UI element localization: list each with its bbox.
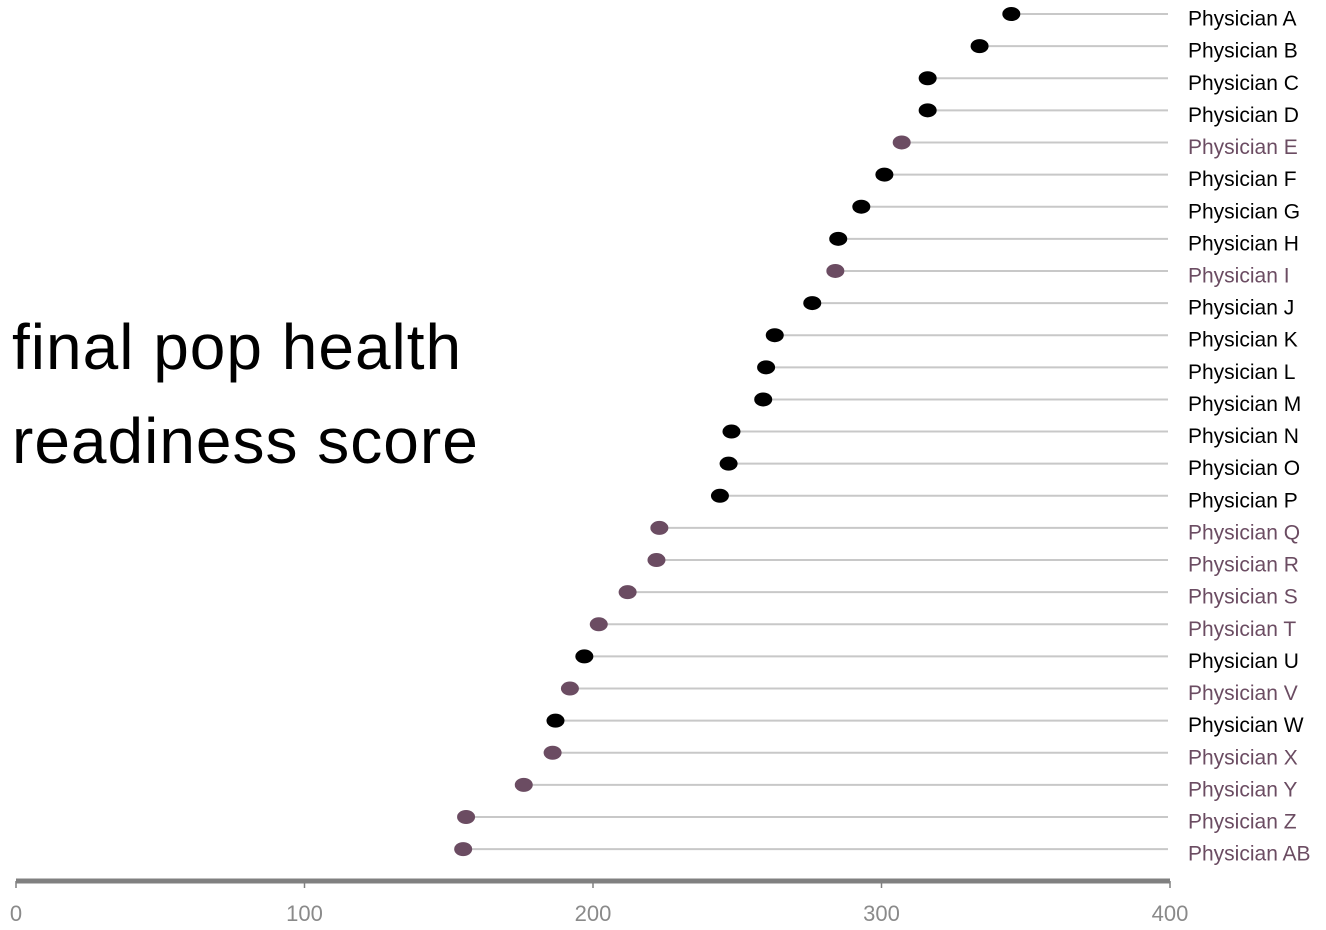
dot — [892, 135, 911, 150]
dot — [560, 681, 579, 696]
category-label: Physician J — [1188, 297, 1294, 320]
dot — [618, 585, 637, 600]
x-tick-label: 300 — [863, 901, 900, 926]
category-label: Physician B — [1188, 40, 1298, 63]
category-label: Physician U — [1188, 650, 1299, 673]
dot — [757, 360, 776, 375]
category-label: Physician T — [1188, 618, 1296, 641]
category-label: Physician P — [1188, 489, 1298, 512]
category-label: Physician O — [1188, 457, 1300, 480]
x-tick-label: 0 — [10, 901, 22, 926]
category-label: Physician C — [1188, 72, 1299, 95]
category-label: Physician F — [1188, 168, 1297, 191]
dot — [918, 103, 937, 118]
category-label: Physician H — [1188, 232, 1299, 255]
category-label: Physician X — [1188, 746, 1298, 769]
dot — [803, 296, 822, 311]
dot — [1002, 7, 1021, 21]
category-label: Physician AB — [1188, 843, 1311, 866]
dot — [826, 263, 845, 278]
category-label: Physician S — [1188, 586, 1298, 609]
dot — [754, 392, 773, 407]
x-tick-label: 100 — [286, 901, 323, 926]
dot — [514, 777, 533, 792]
category-label: Physician N — [1188, 425, 1299, 448]
dot — [719, 456, 738, 471]
dot — [918, 71, 937, 86]
category-label: Physician A — [1188, 8, 1297, 31]
category-label: Physician I — [1188, 265, 1290, 288]
dot — [710, 488, 729, 503]
category-label: Physician V — [1188, 682, 1298, 705]
dot — [575, 649, 594, 664]
dot — [970, 39, 989, 54]
dot — [650, 520, 669, 535]
dot — [647, 553, 666, 568]
category-label: Physician W — [1188, 714, 1304, 737]
category-label: Physician Q — [1188, 521, 1300, 544]
category-label: Physician K — [1188, 329, 1298, 352]
category-label: Physician L — [1188, 361, 1295, 384]
dot — [765, 328, 784, 343]
chart-title: final pop health readiness score — [12, 311, 479, 477]
category-label: Physician E — [1188, 136, 1298, 159]
category-label: Physician R — [1188, 554, 1299, 577]
dot — [543, 745, 562, 760]
category-label: Physician G — [1188, 200, 1300, 223]
dot — [457, 810, 476, 824]
category-label: Physician Y — [1188, 778, 1297, 801]
dot — [454, 842, 473, 857]
dot — [829, 231, 848, 246]
dot — [722, 424, 741, 439]
dot — [852, 199, 871, 214]
category-label: Physician D — [1188, 104, 1299, 127]
dot — [546, 713, 565, 728]
x-tick-label: 200 — [575, 901, 612, 926]
x-tick-label: 400 — [1152, 901, 1189, 926]
dot — [589, 617, 608, 632]
dot — [875, 167, 894, 182]
category-label: Physician M — [1188, 393, 1301, 416]
category-label: Physician Z — [1188, 811, 1297, 834]
